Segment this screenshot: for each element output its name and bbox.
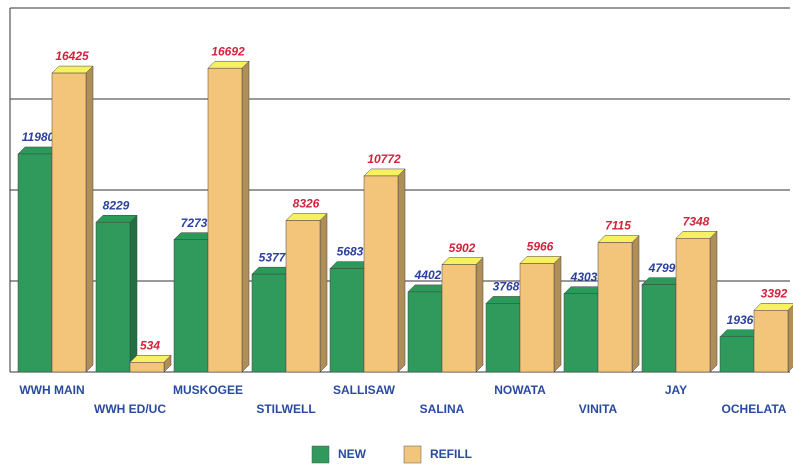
bar xyxy=(285,212,328,373)
value-label: 5902 xyxy=(449,241,476,255)
value-label: 16425 xyxy=(55,49,89,63)
value-label: 5966 xyxy=(527,240,554,254)
bar-face xyxy=(631,234,640,373)
bar-face xyxy=(753,310,789,373)
bar-face xyxy=(787,304,793,373)
bar-face xyxy=(597,242,633,373)
bar xyxy=(129,354,172,373)
bar-face xyxy=(251,273,287,373)
value-label: 5683 xyxy=(337,245,364,259)
bar-face xyxy=(207,67,243,373)
value-label: 7348 xyxy=(683,214,710,228)
x-tick-label: OCHELATA xyxy=(722,402,787,416)
value-label: 7273 xyxy=(181,216,208,230)
value-label: 4402 xyxy=(414,268,442,282)
bar-face xyxy=(753,303,793,311)
bar-face xyxy=(285,213,328,221)
legend-swatch xyxy=(311,445,330,464)
bar-face xyxy=(519,263,555,373)
value-label: 534 xyxy=(140,338,160,352)
bar-face xyxy=(129,362,165,373)
bar-face xyxy=(363,175,399,373)
bar-face xyxy=(407,291,443,373)
bar-face xyxy=(563,293,599,373)
bar xyxy=(753,303,793,373)
bar-face xyxy=(95,214,138,223)
bar xyxy=(207,60,250,373)
bar-face xyxy=(719,336,755,373)
value-label: 3392 xyxy=(761,286,788,300)
value-label: 8229 xyxy=(103,198,130,212)
x-tick-label: WWH ED/UC xyxy=(94,402,166,416)
bar-face xyxy=(51,65,94,74)
bar-face xyxy=(17,153,53,373)
x-tick-label: NOWATA xyxy=(494,383,546,397)
value-label: 16692 xyxy=(211,44,245,58)
bar-face xyxy=(675,238,711,373)
bar-face xyxy=(441,264,477,373)
bar-face xyxy=(485,303,521,373)
bar xyxy=(519,255,562,373)
bar xyxy=(95,214,138,373)
bar-face xyxy=(363,168,406,177)
bar-face xyxy=(441,257,484,265)
value-label: 5377 xyxy=(259,250,287,264)
bar-face xyxy=(709,230,718,373)
x-tick-label: MUSKOGEE xyxy=(173,383,243,397)
value-label: 4799 xyxy=(648,261,676,275)
bar-face xyxy=(173,239,209,373)
bar-face xyxy=(207,60,250,69)
bar-face xyxy=(51,72,87,373)
value-label: 1936 xyxy=(727,313,754,327)
x-tick-label: SALINA xyxy=(420,402,465,416)
bar-face xyxy=(597,235,640,243)
value-label: 11980 xyxy=(22,130,55,144)
bar-face xyxy=(129,214,138,373)
bar-face xyxy=(285,220,321,373)
legend-label: NEW xyxy=(338,447,367,461)
bar-face xyxy=(95,221,131,373)
bar xyxy=(563,286,606,373)
legend-swatch xyxy=(403,445,422,464)
bar-face xyxy=(129,355,172,363)
bar-face xyxy=(675,231,718,239)
value-label: 3768 xyxy=(493,280,520,294)
x-tick-label: VINITA xyxy=(579,402,618,416)
bar xyxy=(675,230,718,373)
x-tick-label: SALLISAW xyxy=(333,383,396,397)
value-label: 4303 xyxy=(570,270,598,284)
value-label: 7115 xyxy=(605,219,631,233)
x-tick-label: WWH MAIN xyxy=(19,383,84,397)
bar-face xyxy=(329,268,365,373)
x-tick-label: STILWELL xyxy=(256,402,315,416)
bar xyxy=(363,168,406,373)
bar-face xyxy=(475,256,484,373)
bar-face xyxy=(85,65,94,373)
value-label: 8326 xyxy=(293,197,320,211)
bar-face xyxy=(397,168,406,373)
bar xyxy=(441,256,484,373)
bar xyxy=(51,65,94,373)
bar-face xyxy=(553,255,562,373)
value-label: 10772 xyxy=(367,152,401,166)
bar xyxy=(597,234,640,373)
x-tick-label: JAY xyxy=(665,383,687,397)
bar-face xyxy=(241,60,250,373)
bar-face xyxy=(641,284,677,373)
bar-face xyxy=(319,212,328,373)
legend-label: REFILL xyxy=(430,447,472,461)
bar-face xyxy=(519,256,562,264)
